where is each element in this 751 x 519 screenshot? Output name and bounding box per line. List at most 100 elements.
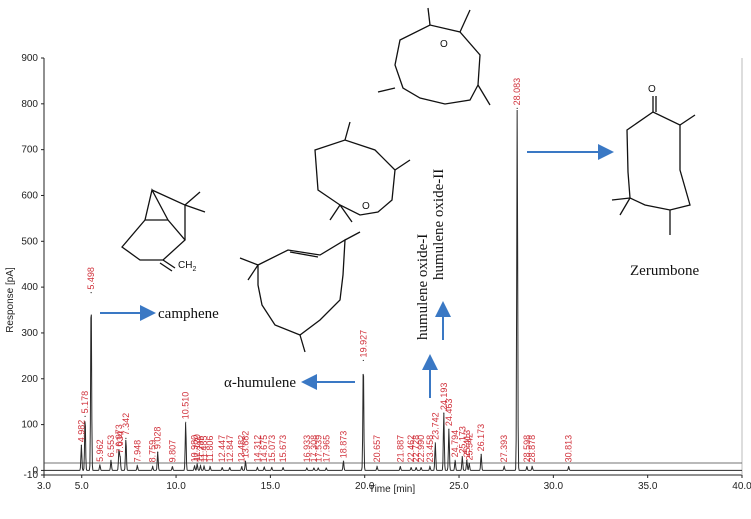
peak-apex [399,466,401,468]
peak-rt-label: 9.028 [153,427,163,450]
peak-apex [516,107,518,110]
peak-rt-label: 30.813 [564,435,574,463]
peak-rt-label: 14.675 [259,435,269,463]
peak-apex [443,412,445,414]
x-tick-label: 15.0 [261,481,281,492]
peak-rt-label: 17.539 [313,435,323,463]
peak-apex [196,463,198,465]
peak-apex [282,467,284,469]
peak-rt-label: 21.887 [395,435,405,463]
y-tick-label: 200 [21,374,38,385]
peak-apex [415,467,417,469]
peak-rt-label: 12.447 [217,435,227,463]
peak-rt-label: 6.973 [114,424,124,447]
peak-apex [119,456,121,458]
peak-rt-label: 10.510 [181,392,191,420]
peak-rt-label: 6.553 [106,435,116,458]
peak-apex [157,451,159,453]
oxide1-label: humulene oxide-I [415,234,431,340]
peak-rt-label: 4.982 [76,420,86,443]
y-tick-label: 0 [32,465,38,476]
x-tick-label: 35.0 [638,481,658,492]
peak-apex [193,465,196,467]
x-tick-label: 5.0 [75,481,89,492]
peak-rt-label: 9.807 [167,440,177,463]
peak-apex [420,467,422,469]
y-axis-title: Response [pA] [5,267,16,333]
peak-labels: 4.982 5.178 5.498 5.962 6.5536.9737.0347.342… [76,78,574,469]
peak-rt-label: 24.463 [444,399,454,427]
peak-rt-label: 7.948 [132,440,142,463]
humulene-structure [239,231,361,353]
peak-rt-label: 25.173 [457,426,467,454]
peak-apex [461,456,463,458]
peak-rt-label: 16.933 [302,435,312,463]
y-tick-label: 700 [21,145,38,156]
x-ticks: 3.0 5.0 10.0 15.0 20.0 25.0 30.0 35.0 40.0 [37,475,751,492]
peak-rt-label: 23.458 [425,435,435,463]
epoxide-o-label-2: O [440,39,448,50]
peak-apex [376,466,378,468]
x-axis-title: Time [min] [369,484,416,495]
peak-rt-label: 7.034 [115,431,125,454]
peak-apex [99,464,101,466]
peak-apex [221,467,223,469]
y-tick-label: 900 [21,53,38,64]
peak-apex [152,466,154,468]
peak-rt-label: 15.073 [267,435,277,463]
peak-rt-label: 5.498 [86,267,96,290]
peak-rt-label: 11.120 [192,434,202,461]
peak-apex [468,462,470,465]
peak-apex [203,465,205,467]
peak-rt-label: 11.295 [195,436,205,463]
x-tick-label: 25.0 [449,481,469,492]
peak-apex [241,466,243,468]
peak-apex [118,449,120,451]
peak-apex [429,466,431,468]
y-tick-label: -10 [24,470,39,481]
zerumbone-label: Zerumbone [630,263,699,279]
peak-apex [317,467,319,469]
peak-apex [171,466,174,468]
peak-rt-label: 14.312 [252,435,262,463]
peak-apex [80,444,82,446]
camphene-structure: CH2 [121,188,206,273]
x-tick-label: 10.0 [166,481,186,492]
peak-rt-label: 28.598 [522,435,532,463]
humulene-oxide-structure: O [314,121,411,223]
ch2-label: CH2 [178,260,196,273]
x-tick-label: 3.0 [37,481,51,492]
peak-rt-label: 11.806 [205,436,215,463]
x-tick-label: 40.0 [732,481,751,492]
keto-o-label: O [648,84,656,95]
peak-apex [229,467,231,469]
epoxide-o-label-1: O [362,201,370,212]
peak-rt-label: 13.682 [241,431,251,459]
peak-rt-label: 28.878 [527,435,537,463]
peak-apex [480,453,482,455]
humulene-oxide-ii-structure: O [377,7,491,106]
chromatogram-trace [44,109,742,471]
peak-rt-label: 17.965 [321,435,331,463]
peak-rt-label: 17.308 [309,435,319,463]
peak-rt-label: 20.657 [372,435,382,463]
peak-apex [325,467,327,469]
peak-apex [342,460,345,462]
peak-rt-label: 5.962 [95,439,105,462]
peak-rt-label: 11.485 [199,436,209,463]
peak-apex [185,421,187,423]
peak-apex [410,467,412,469]
camphene-label: camphene [158,306,219,322]
peak-apex [90,292,92,294]
peak-apex [136,465,138,467]
x-tick-label: 20.0 [355,481,375,492]
peak-apex [568,466,570,468]
peak-apex [209,466,211,468]
peak-apex [313,467,315,469]
peak-apex [434,442,436,444]
peak-rt-label: 15.673 [278,435,288,463]
peak-rt-label: 8.759 [148,440,158,463]
peak-apex [125,437,127,439]
peak-apex [362,359,364,362]
